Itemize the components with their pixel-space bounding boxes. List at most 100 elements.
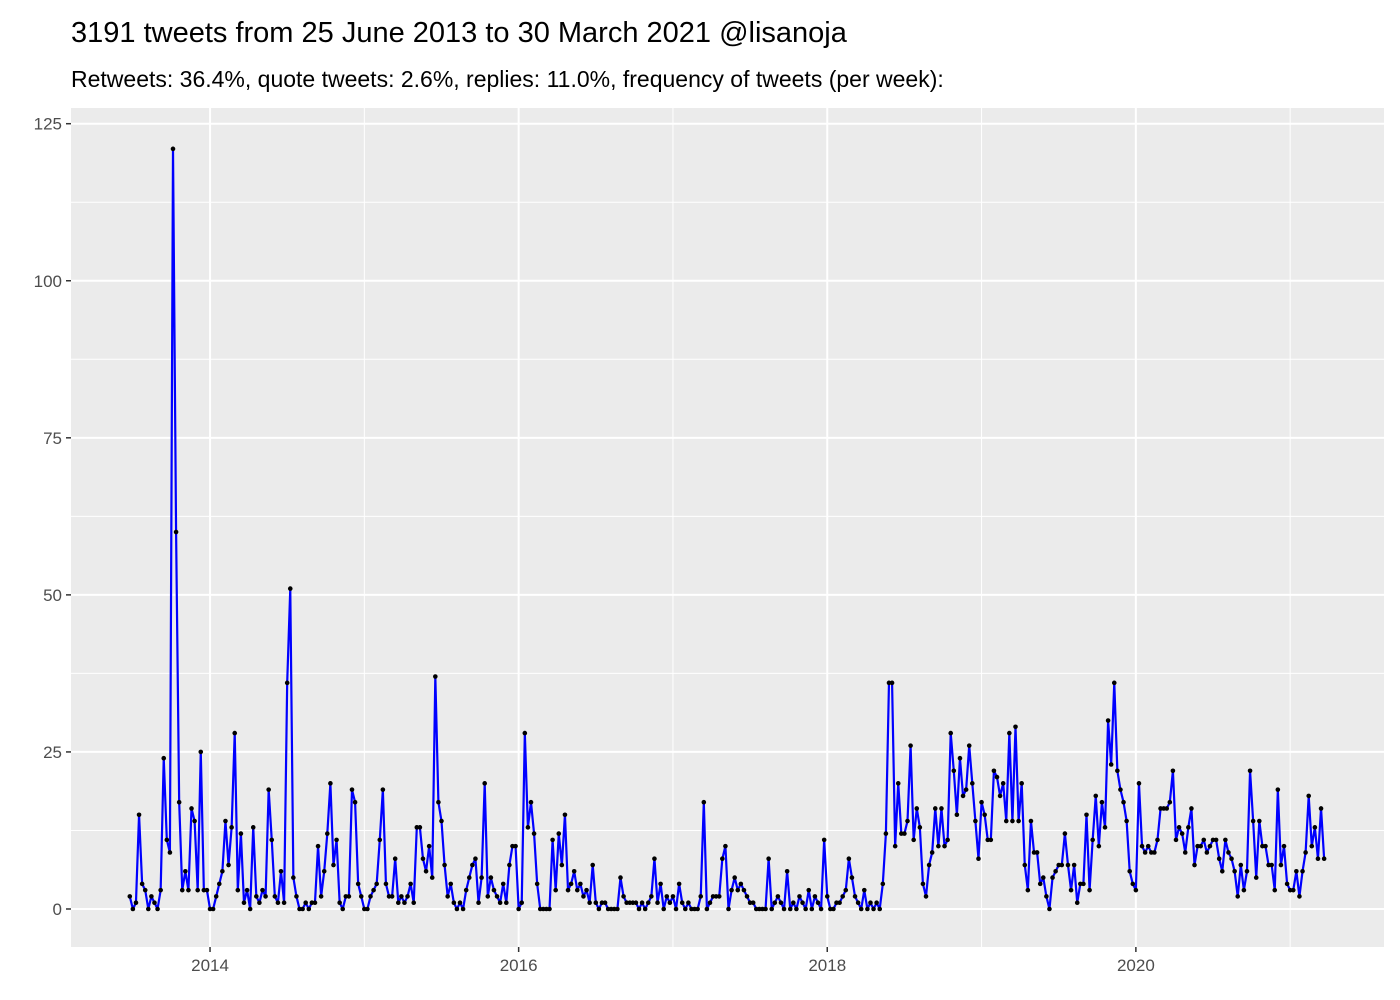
y-tick-label: 100: [34, 272, 62, 291]
data-point: [1244, 868, 1250, 874]
data-point: [1182, 850, 1188, 855]
data-point: [325, 831, 330, 836]
data-point: [855, 900, 861, 906]
data-point: [241, 900, 247, 906]
data-point: [504, 900, 509, 906]
data-point: [723, 843, 728, 849]
data-point: [1170, 768, 1176, 774]
data-point: [942, 843, 947, 849]
data-point: [701, 799, 707, 805]
data-point: [371, 887, 376, 893]
data-point: [1133, 887, 1139, 893]
data-point: [312, 900, 318, 906]
data-point: [300, 906, 305, 912]
data-point: [1303, 850, 1308, 855]
data-point: [368, 894, 373, 899]
data-point: [596, 906, 602, 912]
data-point: [346, 894, 352, 899]
data-point: [1229, 856, 1234, 862]
data-point: [1189, 806, 1194, 811]
data-point: [476, 900, 481, 906]
data-point: [420, 856, 426, 862]
data-point: [216, 881, 222, 887]
data-point: [1016, 818, 1021, 824]
data-point: [1136, 781, 1142, 786]
data-point: [235, 887, 241, 893]
data-point: [337, 900, 342, 906]
data-point: [763, 906, 768, 912]
data-point: [1226, 850, 1231, 855]
data-point: [698, 894, 704, 899]
data-point: [837, 900, 842, 906]
data-point: [1269, 862, 1274, 868]
data-point: [146, 906, 151, 912]
data-point: [439, 818, 444, 824]
data-point: [1118, 787, 1123, 792]
data-point: [223, 818, 228, 824]
data-point: [1250, 818, 1256, 824]
data-point: [926, 862, 932, 868]
data-point: [988, 837, 994, 843]
data-point: [275, 900, 281, 906]
data-point: [473, 856, 478, 862]
data-point: [1309, 843, 1315, 849]
data-point: [204, 887, 210, 893]
data-point: [642, 906, 648, 912]
data-point: [1013, 724, 1018, 730]
data-point: [1290, 887, 1296, 893]
data-point: [849, 875, 855, 880]
x-tick-label: 2016: [500, 956, 538, 975]
data-point: [1115, 768, 1120, 774]
data-point: [806, 887, 812, 893]
data-point: [1176, 825, 1182, 830]
data-point: [374, 881, 379, 887]
data-point: [1284, 881, 1290, 887]
data-point: [436, 799, 441, 805]
data-point: [244, 887, 250, 893]
data-point: [155, 906, 160, 912]
data-point: [908, 743, 913, 748]
data-point: [1306, 793, 1311, 799]
data-point: [139, 881, 145, 887]
data-point: [1179, 831, 1185, 836]
data-point: [133, 900, 139, 906]
data-point: [522, 730, 528, 736]
data-point: [982, 812, 987, 818]
data-point: [429, 875, 435, 880]
data-point: [991, 768, 997, 774]
data-point: [966, 743, 972, 748]
data-point: [482, 781, 487, 786]
data-point: [213, 894, 219, 899]
data-point: [220, 868, 225, 874]
data-point: [1068, 887, 1074, 893]
data-point: [587, 900, 592, 906]
data-point: [1145, 843, 1151, 849]
data-point: [1155, 837, 1160, 843]
data-point: [1019, 781, 1024, 786]
data-point: [457, 900, 463, 906]
data-point: [818, 906, 824, 912]
data-point: [318, 894, 324, 899]
x-tick-label: 2018: [808, 956, 846, 975]
data-point: [1275, 787, 1281, 792]
data-point: [254, 894, 259, 899]
data-point: [272, 894, 278, 899]
data-point: [571, 868, 577, 874]
data-point: [1318, 806, 1324, 811]
data-point: [1062, 831, 1068, 836]
data-point: [716, 894, 722, 899]
data-point: [1065, 862, 1071, 868]
data-point: [1025, 887, 1031, 893]
data-point: [1034, 850, 1040, 855]
data-point: [1281, 843, 1287, 849]
data-point: [800, 900, 805, 906]
data-point: [1186, 825, 1191, 830]
data-point: [451, 900, 457, 906]
data-point: [186, 887, 191, 893]
data-point: [997, 793, 1003, 799]
data-point: [306, 906, 312, 912]
data-point: [232, 730, 238, 736]
data-point: [741, 887, 747, 893]
data-point: [1257, 818, 1262, 824]
data-point: [1164, 806, 1170, 811]
